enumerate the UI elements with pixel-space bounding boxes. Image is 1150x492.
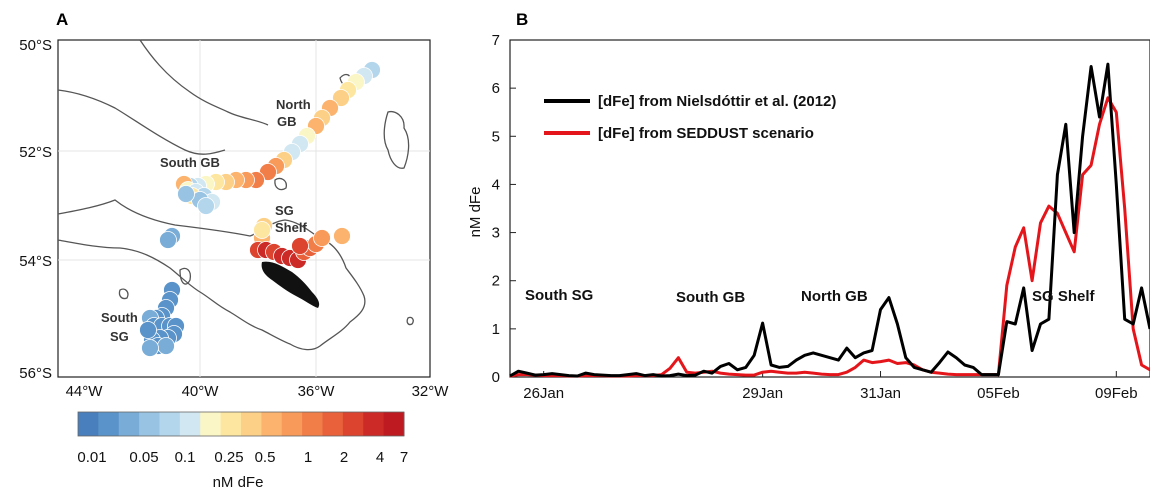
map-station-point	[158, 338, 175, 355]
lat-tick-56s: 56°S	[19, 365, 52, 382]
map-station-point	[160, 232, 177, 249]
map-station-point	[140, 322, 157, 339]
label-south-gb: South GB	[160, 155, 220, 170]
colorbar-segment	[241, 412, 262, 436]
colorbar-segment	[139, 412, 160, 436]
y-tick-label: 5	[492, 128, 500, 145]
panel-b-label: B	[516, 10, 528, 29]
x-tick-label: 26Jan	[523, 385, 564, 402]
colorbar-tick-label: 0.25	[214, 449, 243, 466]
y-tick-label: 2	[492, 273, 500, 290]
colorbar	[78, 412, 405, 436]
map-station-point	[314, 230, 331, 247]
colorbar-tick-label: 7	[400, 449, 408, 466]
label-sg-shelf-2: Shelf	[275, 220, 307, 235]
lat-tick-50s: 50°S	[19, 37, 52, 54]
lat-tick-54s: 54°S	[19, 253, 52, 270]
label-south-sg-2: SG	[110, 329, 129, 344]
colorbar-tick-label: 2	[340, 449, 348, 466]
colorbar-segment	[261, 412, 282, 436]
y-tick-label: 4	[492, 176, 500, 193]
lon-tick-36w: 36°W	[298, 383, 336, 400]
colorbar-tick-label: 0.05	[129, 449, 158, 466]
y-tick-label: 0	[492, 369, 500, 386]
label-north-gb-2: GB	[277, 114, 297, 129]
lon-tick-40w: 40°W	[182, 383, 220, 400]
colorbar-segment	[363, 412, 384, 436]
region-label: SG Shelf	[1032, 288, 1096, 305]
y-tick-label: 3	[492, 225, 500, 242]
x-tick-label: 09Feb	[1095, 385, 1138, 402]
colorbar-segment	[98, 412, 119, 436]
y-tick-label: 6	[492, 80, 500, 97]
colorbar-segment	[343, 412, 364, 436]
colorbar-segment	[384, 412, 405, 436]
map-station-point	[142, 340, 159, 357]
map-panel: North GB South GB SG Shelf South SG 50°S…	[19, 37, 449, 491]
lon-tick-32w: 32°W	[412, 383, 450, 400]
map-frame	[58, 40, 430, 377]
x-tick-label: 05Feb	[977, 385, 1020, 402]
label-sg-shelf-1: SG	[275, 203, 294, 218]
colorbar-tick-label: 4	[376, 449, 384, 466]
map-station-point	[198, 198, 215, 215]
label-north-gb-1: North	[276, 97, 311, 112]
colorbar-segment	[180, 412, 201, 436]
line-chart-panel: 0 1 2 3 4 5 6 7 26Jan 29Jan 31Jan 05Feb 09Feb nM dF…	[467, 32, 1150, 402]
colorbar-segment	[119, 412, 140, 436]
colorbar-segment	[160, 412, 181, 436]
y-axis-label: nM dFe	[467, 187, 484, 238]
map-station-point	[254, 222, 271, 239]
colorbar-segment	[78, 412, 99, 436]
x-tick-label: 29Jan	[742, 385, 783, 402]
colorbar-ticks: 0.01 0.05 0.1 0.25 0.5 1 2 47	[77, 449, 408, 466]
map-station-point	[178, 186, 195, 203]
region-label: South SG	[525, 287, 593, 304]
panel-a-label: A	[56, 10, 68, 29]
colorbar-tick-label: 0.5	[255, 449, 276, 466]
colorbar-label: nM dFe	[213, 474, 264, 491]
lat-tick-52s: 52°S	[19, 144, 52, 161]
legend-entry-label: [dFe] from SEDDUST scenario	[598, 125, 814, 142]
map-station-point	[292, 238, 309, 255]
y-tick-label: 7	[492, 32, 500, 49]
colorbar-tick-label: 0.01	[77, 449, 106, 466]
legend-entry-label: [dFe] from Nielsdóttir et al. (2012)	[598, 93, 836, 110]
region-label: North GB	[801, 288, 868, 305]
colorbar-segment	[282, 412, 303, 436]
label-south-sg-1: South	[101, 310, 138, 325]
colorbar-segment	[323, 412, 344, 436]
colorbar-segment	[302, 412, 323, 436]
colorbar-tick-label: 1	[304, 449, 312, 466]
colorbar-segment	[200, 412, 221, 436]
y-tick-label: 1	[492, 321, 500, 338]
x-tick-label: 31Jan	[860, 385, 901, 402]
colorbar-tick-label: 0.1	[175, 449, 196, 466]
lon-tick-44w: 44°W	[66, 383, 104, 400]
map-station-point	[334, 228, 351, 245]
colorbar-segment	[221, 412, 242, 436]
region-label: South GB	[676, 289, 745, 306]
